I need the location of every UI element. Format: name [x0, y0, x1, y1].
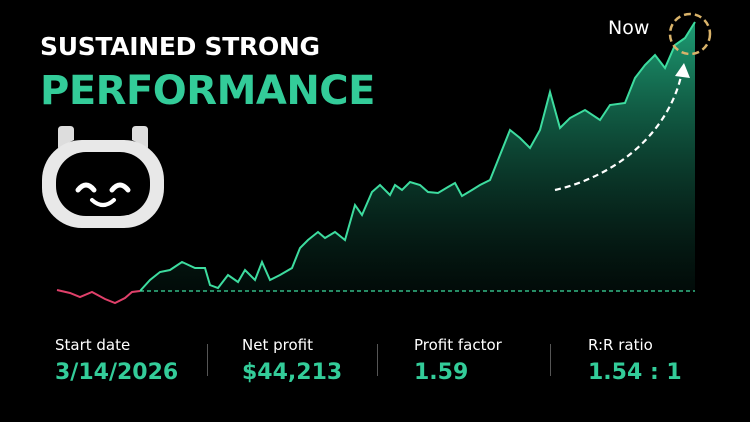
stat: R:R ratio 1.54 : 1 [588, 336, 682, 385]
loss-line [56, 289, 141, 305]
title-line2: PERFORMANCE [40, 68, 376, 114]
stat: Start date 3/14/2026 [55, 336, 178, 385]
stat: Net profit $44,213 [242, 336, 342, 385]
separator [377, 344, 378, 376]
equity-line [139, 21, 696, 292]
equity-area [140, 22, 695, 291]
stat: Profit factor 1.59 [414, 336, 502, 385]
stat-label: R:R ratio [588, 336, 653, 354]
stat-value: 1.59 [414, 360, 469, 385]
stat-value: 3/14/2026 [55, 360, 179, 385]
stat-value: $44,213 [242, 360, 343, 385]
arrow [554, 71, 684, 192]
arrow-head [675, 63, 690, 78]
stat-label: Profit factor [414, 336, 502, 354]
separator [550, 344, 551, 376]
stat-value: 1.54 : 1 [588, 360, 682, 385]
now-label: Now [608, 17, 650, 39]
separator [207, 344, 208, 376]
robot-icon [42, 126, 164, 228]
now-circle [668, 12, 712, 56]
stat-label: Net profit [242, 336, 313, 354]
title-line1: SUSTAINED STRONG [40, 32, 320, 61]
stat-label: Start date [55, 336, 131, 354]
